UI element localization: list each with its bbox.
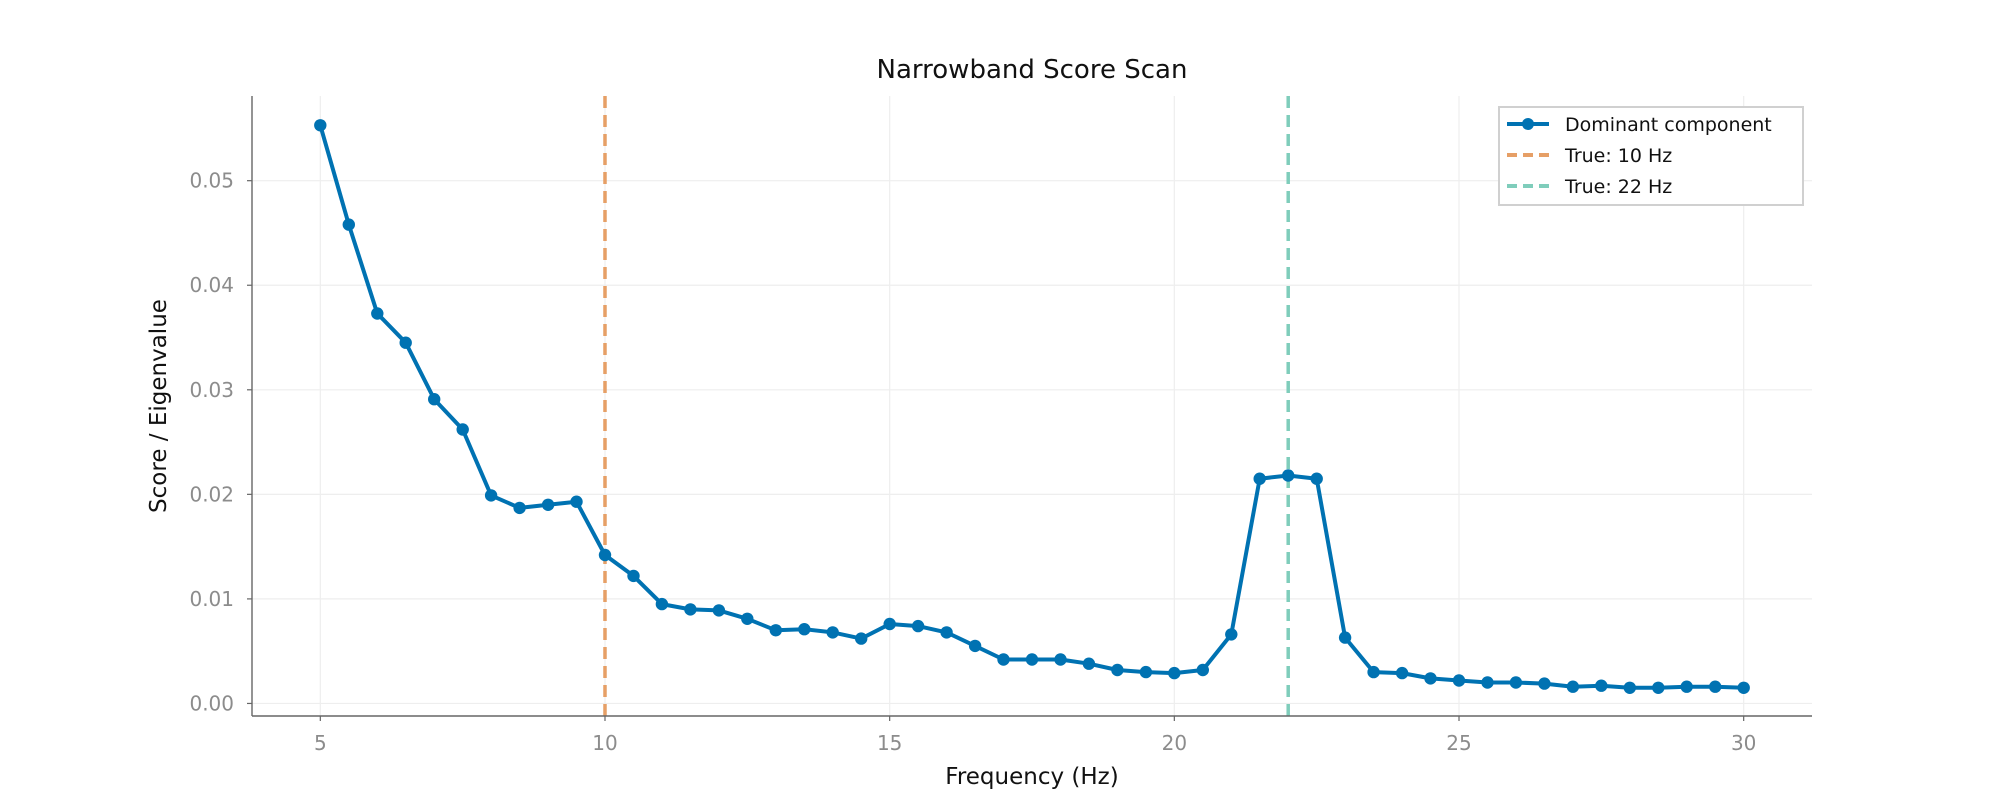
data-point (769, 624, 782, 637)
data-point (484, 489, 498, 502)
data-point (798, 623, 811, 636)
data-point (684, 603, 697, 616)
legend-label-true-10: True: 10 Hz (1564, 145, 1672, 167)
data-point (1709, 680, 1722, 693)
y-tick-label: 0.00 (189, 691, 234, 715)
data-point (1538, 677, 1551, 690)
data-point (712, 604, 726, 617)
y-tick-label: 0.04 (189, 273, 234, 297)
x-tick-label: 10 (592, 731, 617, 755)
y-axis-label: Score / Eigenvalue (146, 299, 172, 513)
y-tick-label: 0.02 (189, 482, 234, 506)
x-tick-label: 30 (1731, 731, 1756, 755)
data-point (1338, 631, 1352, 644)
data-point (627, 569, 640, 583)
x-tick-label: 20 (1162, 731, 1187, 755)
data-point (855, 632, 868, 645)
legend-label-true-22: True: 22 Hz (1564, 176, 1672, 198)
data-point (911, 619, 925, 633)
data-point (997, 653, 1010, 666)
data-point (1595, 679, 1608, 692)
data-point (1367, 665, 1380, 679)
series-line-dominant-component (318, 123, 1746, 690)
data-point (342, 218, 355, 231)
y-axis-ticks: 0.00 0.01 0.02 0.03 0.04 0.05 (189, 169, 252, 715)
data-point (826, 626, 839, 639)
data-point (1424, 672, 1437, 685)
data-point (1025, 653, 1039, 666)
data-point (1253, 472, 1266, 485)
data-point (456, 423, 469, 436)
data-point (428, 393, 441, 406)
data-point (1481, 676, 1494, 689)
data-point (1452, 674, 1466, 687)
data-point (1111, 663, 1124, 677)
legend: Dominant component True: 10 Hz True: 22 … (1498, 106, 1804, 206)
data-point (1282, 469, 1295, 482)
data-point (655, 597, 669, 611)
data-point (1054, 653, 1067, 666)
data-point (1737, 681, 1750, 694)
x-axis-label: Frequency (Hz) (945, 764, 1118, 790)
data-point (399, 336, 412, 349)
legend-label-dominant: Dominant component (1565, 114, 1772, 136)
data-point (541, 498, 555, 511)
data-point (940, 626, 953, 639)
data-point (1566, 680, 1580, 693)
data-point (513, 501, 526, 515)
x-axis-ticks: 5 10 15 20 25 30 (314, 716, 1756, 755)
data-point (1196, 663, 1210, 677)
data-point (1168, 666, 1181, 680)
data-point (1082, 657, 1096, 670)
x-tick-label: 25 (1446, 731, 1471, 755)
data-point (883, 617, 896, 631)
data-point (1139, 665, 1153, 679)
chart-title: Narrowband Score Scan (877, 55, 1188, 85)
y-tick-label: 0.01 (189, 587, 234, 611)
y-tick-label: 0.03 (189, 378, 234, 402)
data-point (1652, 681, 1665, 694)
reference-lines (603, 96, 1290, 716)
y-tick-label: 0.05 (189, 169, 234, 193)
data-point (1395, 666, 1409, 680)
x-tick-label: 5 (314, 731, 327, 755)
data-point (968, 639, 982, 653)
series-layer (314, 119, 1750, 694)
data-point (314, 119, 327, 132)
data-point (741, 612, 754, 625)
data-point (1623, 681, 1637, 694)
data-point (1680, 680, 1693, 693)
data-point (1310, 472, 1323, 485)
legend-marker-dominant (1522, 118, 1534, 130)
data-point (1225, 628, 1238, 641)
data-point (570, 495, 583, 508)
data-point (1509, 676, 1523, 689)
data-point (371, 307, 384, 320)
data-point (598, 548, 612, 562)
legend-box (1498, 106, 1804, 206)
x-tick-label: 15 (877, 731, 902, 755)
